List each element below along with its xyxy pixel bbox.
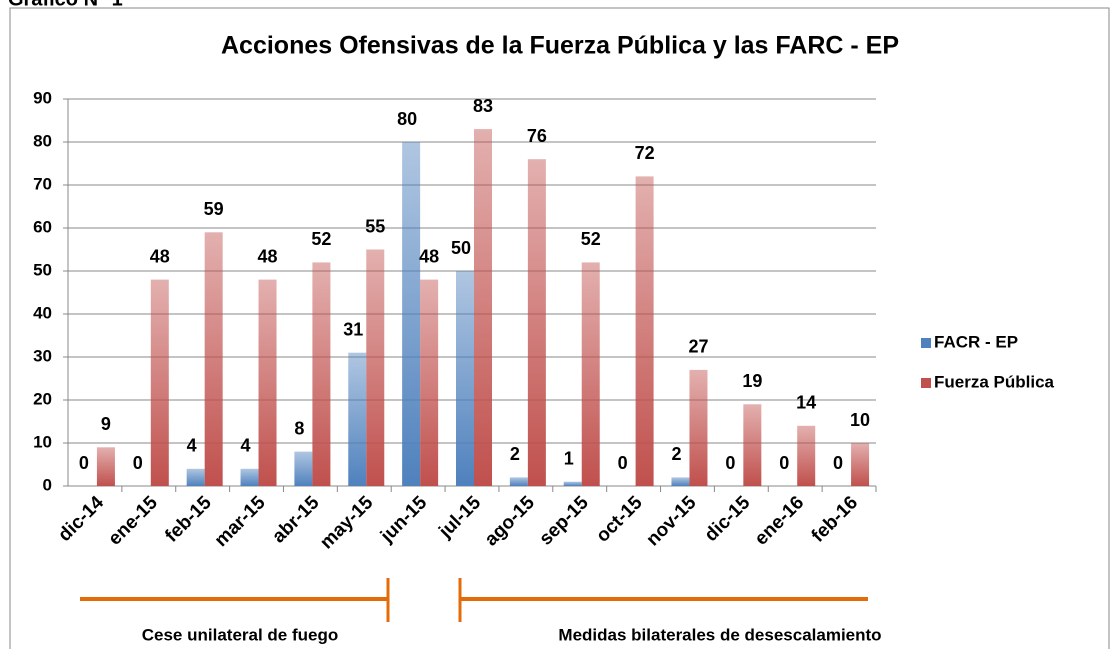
annotation: Medidas bilaterales de desescalamiento: [558, 625, 881, 644]
bar: [509, 477, 528, 486]
data-label: 48: [419, 246, 439, 266]
y-tick-label: 20: [33, 389, 52, 408]
data-label: 14: [796, 393, 816, 413]
y-tick-label: 40: [33, 303, 52, 322]
data-label: 27: [688, 337, 708, 357]
data-label: 59: [204, 199, 224, 219]
data-label: 19: [742, 371, 762, 391]
bar: [240, 468, 259, 486]
bar: [527, 159, 546, 486]
bar: [348, 352, 367, 486]
data-label: 0: [79, 453, 89, 473]
bar: [204, 232, 223, 486]
legend-label: Fuerza Pública: [934, 372, 1055, 391]
bar: [420, 279, 439, 486]
data-label: 2: [671, 444, 681, 464]
y-tick-label: 30: [33, 346, 52, 365]
data-label: 0: [725, 453, 735, 473]
bar: [366, 249, 385, 486]
bar: [581, 262, 600, 486]
data-label: 48: [258, 246, 278, 266]
data-label: 31: [343, 319, 363, 339]
bar: [689, 369, 708, 486]
data-label: 0: [133, 453, 143, 473]
data-label: 4: [241, 436, 251, 456]
data-label: 2: [510, 444, 520, 464]
bar: [294, 451, 313, 486]
data-label: 0: [779, 453, 789, 473]
bar: [150, 279, 169, 486]
data-label: 55: [365, 216, 385, 236]
legend-label: FACR - EP: [934, 332, 1018, 351]
heading: Gráfico N° 1: [8, 0, 123, 10]
legend-swatch: [921, 378, 931, 388]
data-label: 8: [294, 418, 304, 438]
bar: [96, 447, 115, 486]
y-tick-label: 60: [33, 217, 52, 236]
data-label: 76: [527, 126, 547, 146]
data-label: 52: [311, 229, 331, 249]
y-tick-label: 70: [33, 174, 52, 193]
data-label: 50: [451, 238, 471, 258]
annotation: Cese unilateral de fuego: [142, 625, 339, 644]
data-label: 52: [581, 229, 601, 249]
y-tick-label: 80: [33, 131, 52, 150]
data-label: 1: [564, 448, 574, 468]
bar: [402, 142, 421, 486]
bar: [474, 129, 492, 486]
legend-swatch: [921, 338, 931, 348]
bar: [186, 468, 205, 486]
y-tick-label: 90: [33, 88, 52, 107]
bar: [456, 271, 474, 486]
data-label: 9: [101, 414, 111, 434]
data-label: 48: [150, 246, 170, 266]
bar: [312, 262, 331, 486]
bar: [851, 443, 870, 486]
y-tick-label: 10: [33, 432, 52, 451]
y-tick-label: 0: [43, 475, 52, 494]
data-label: 0: [618, 453, 628, 473]
chart-title: Acciones Ofensivas de la Fuerza Pública …: [221, 32, 899, 60]
bar: [563, 481, 582, 486]
data-label: 83: [473, 96, 493, 116]
data-label: 4: [187, 436, 197, 456]
data-label: 72: [635, 143, 655, 163]
data-label: 0: [833, 453, 843, 473]
y-tick-label: 50: [33, 260, 52, 279]
data-label: 80: [397, 109, 417, 129]
bar: [743, 404, 762, 486]
bar: [635, 176, 654, 486]
chart-frame: [9, 7, 1110, 649]
bar: [258, 279, 277, 486]
data-label: 10: [850, 410, 870, 430]
bar: [671, 477, 690, 486]
bar: [797, 425, 816, 486]
